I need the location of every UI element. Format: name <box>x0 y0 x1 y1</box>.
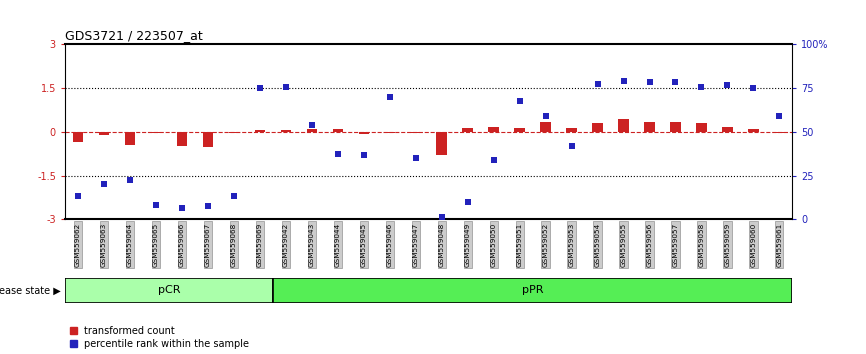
Point <box>331 151 345 156</box>
Point <box>461 199 475 205</box>
Bar <box>73 132 83 142</box>
Bar <box>177 132 187 147</box>
Text: GDS3721 / 223507_at: GDS3721 / 223507_at <box>65 29 203 42</box>
Bar <box>359 132 369 134</box>
Bar <box>514 129 525 132</box>
Bar <box>125 132 135 145</box>
Point <box>539 113 553 119</box>
Bar <box>385 132 395 133</box>
Point <box>123 177 137 183</box>
Point <box>357 152 371 158</box>
Point <box>175 205 189 211</box>
Bar <box>462 129 473 132</box>
Point <box>643 79 656 85</box>
Point <box>487 157 501 162</box>
Bar <box>203 132 213 147</box>
Bar <box>255 130 265 132</box>
Point <box>383 94 397 100</box>
Point <box>279 84 293 90</box>
Bar <box>488 127 499 132</box>
Bar <box>281 130 291 132</box>
Point <box>227 193 241 199</box>
Bar <box>273 278 792 303</box>
Point <box>149 202 163 208</box>
Bar <box>748 129 759 132</box>
Bar <box>644 122 655 132</box>
Point <box>435 214 449 219</box>
Point <box>71 193 85 199</box>
Bar <box>592 123 603 132</box>
Bar <box>333 129 343 132</box>
Text: disease state ▶: disease state ▶ <box>0 285 61 295</box>
Point <box>721 82 734 88</box>
Bar <box>566 129 577 132</box>
Point <box>305 122 319 127</box>
Bar <box>99 132 109 135</box>
Point <box>772 113 786 119</box>
Point <box>409 155 423 161</box>
Bar <box>65 278 273 303</box>
Bar <box>410 132 421 133</box>
Point <box>97 182 111 187</box>
Point <box>565 144 578 149</box>
Point <box>513 98 527 104</box>
Bar <box>436 132 447 155</box>
Point <box>669 79 682 85</box>
Text: pPR: pPR <box>522 285 543 295</box>
Bar <box>307 129 317 132</box>
Point <box>201 204 215 209</box>
Legend: transformed count, percentile rank within the sample: transformed count, percentile rank withi… <box>70 326 249 349</box>
Point <box>591 81 604 86</box>
Point <box>746 85 760 91</box>
Point <box>695 84 708 90</box>
Point <box>253 85 267 91</box>
Bar <box>229 132 239 133</box>
Bar <box>151 132 161 133</box>
Text: pCR: pCR <box>158 285 180 295</box>
Bar <box>722 127 733 132</box>
Bar <box>540 122 551 132</box>
Bar <box>618 119 629 132</box>
Bar <box>774 132 785 133</box>
Bar <box>670 122 681 132</box>
Bar <box>696 123 707 132</box>
Point <box>617 78 630 84</box>
